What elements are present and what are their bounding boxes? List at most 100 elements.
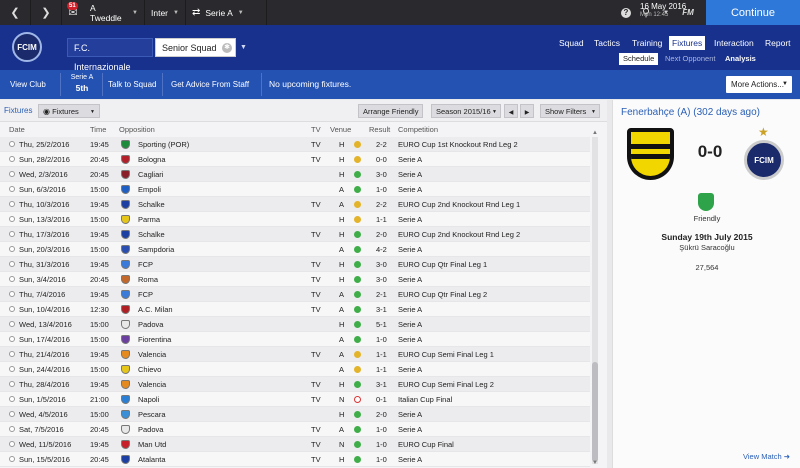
table-row[interactable]: Sun, 15/5/2016 20:45 Atalanta TV H 1-0 Serie A <box>0 452 590 467</box>
table-row[interactable]: Wed, 13/4/2016 15:00 Padova H 5-1 Serie A <box>0 317 590 332</box>
fixture-info-icon[interactable] <box>9 351 15 357</box>
competition[interactable]: EURO Cup 1st Knockout Rnd Leg 2 <box>398 140 518 149</box>
subnav-next-opponent[interactable]: Next Opponent <box>665 54 716 63</box>
table-row[interactable]: Thu, 17/3/2016 19:45 Schalke TV H 2-0 EURO Cup… <box>0 227 590 242</box>
result-score[interactable]: 1-1 <box>376 350 387 359</box>
game-menu-button[interactable]: ▼ <box>656 0 676 25</box>
table-row[interactable]: Wed, 2/3/2016 20:45 Cagliari H 3-0 Serie A <box>0 167 590 182</box>
fixture-info-icon[interactable] <box>9 171 15 177</box>
gear-icon[interactable]: ✱ <box>222 43 232 53</box>
competition[interactable]: EURO Cup Semi Final Leg 1 <box>398 350 494 359</box>
col-competition[interactable]: Competition <box>398 125 439 134</box>
table-row[interactable]: Sun, 1/5/2016 21:00 Napoli TV N 0-1 Italian Cu… <box>0 392 590 407</box>
opponent-name[interactable]: A.C. Milan <box>138 305 173 314</box>
show-filters-button[interactable]: Show Filters ▼ <box>540 104 600 118</box>
scrollbar[interactable] <box>592 137 598 464</box>
result-score[interactable]: 1-0 <box>376 185 387 194</box>
league-position[interactable]: Serie A 5th <box>70 73 94 93</box>
table-row[interactable]: Sun, 10/4/2016 12:30 A.C. Milan TV A 3-1 Serie… <box>0 302 590 317</box>
competition[interactable]: Serie A <box>398 365 423 374</box>
match-title[interactable]: Fenerbahçe (A) (302 days ago) <box>621 107 760 118</box>
nav-training[interactable]: Training <box>632 38 663 48</box>
result-score[interactable]: 3-0 <box>376 275 387 284</box>
result-score[interactable]: 4-2 <box>376 245 387 254</box>
competition[interactable]: EURO Cup 2nd Knockout Rnd Leg 2 <box>398 230 521 239</box>
result-score[interactable]: 2-2 <box>376 200 387 209</box>
competition[interactable]: Serie A <box>398 320 423 329</box>
opponent-name[interactable]: Padova <box>138 425 164 434</box>
previous-season-button[interactable]: ◀ <box>504 104 518 118</box>
view-select[interactable]: ◉ Fixtures ▼ <box>38 104 100 118</box>
fixture-info-icon[interactable] <box>9 261 15 267</box>
view-match-link[interactable]: View Match ➜ <box>743 452 790 461</box>
competition[interactable]: Serie A <box>398 245 423 254</box>
fm-menu-button[interactable]: FM <box>676 0 700 25</box>
table-row[interactable]: Sun, 13/3/2016 15:00 Parma H 1-1 Serie A <box>0 212 590 227</box>
fixture-info-icon[interactable] <box>9 216 15 222</box>
table-row[interactable]: Thu, 28/4/2016 19:45 Valencia TV H 3-1 EURO Cu… <box>0 377 590 392</box>
table-row[interactable]: Wed, 11/5/2016 19:45 Man Utd TV N 1-0 EURO Cup… <box>0 437 590 452</box>
table-row[interactable]: Sun, 20/3/2016 15:00 Sampdoria A 4-2 Serie A <box>0 242 590 257</box>
result-score[interactable]: 3-0 <box>376 170 387 179</box>
table-row[interactable]: Sun, 28/2/2016 20:45 Bologna TV H 0-0 Serie A <box>0 152 590 167</box>
opponent-name[interactable]: Cagliari <box>138 170 164 179</box>
next-season-button[interactable]: ▶ <box>520 104 534 118</box>
competition[interactable]: Italian Cup Final <box>398 395 453 404</box>
table-row[interactable]: Sat, 7/5/2016 20:45 Padova TV A 1-0 Serie A <box>0 422 590 437</box>
opponent-name[interactable]: Fiorentina <box>138 335 172 344</box>
inbox-button[interactable]: ✉ <box>62 0 84 25</box>
subnav-analysis[interactable]: Analysis <box>725 54 756 63</box>
opponent-name[interactable]: Man Utd <box>138 440 167 449</box>
col-venue[interactable]: Venue <box>330 125 352 134</box>
result-score[interactable]: 1-0 <box>376 440 387 449</box>
fixture-info-icon[interactable] <box>9 441 15 447</box>
competition[interactable]: Serie A <box>398 215 423 224</box>
fixture-info-icon[interactable] <box>9 456 15 462</box>
col-date[interactable]: Date <box>9 125 25 134</box>
league-menu[interactable]: ⇄ Serie A ▼ <box>186 0 266 25</box>
competition[interactable]: Serie A <box>398 455 423 464</box>
result-score[interactable]: 1-0 <box>376 455 387 464</box>
competition[interactable]: Serie A <box>398 425 423 434</box>
fixture-info-icon[interactable] <box>9 426 15 432</box>
talk-to-squad-button[interactable]: Talk to Squad <box>108 80 157 89</box>
col-tv[interactable]: TV <box>311 125 321 134</box>
table-row[interactable]: Wed, 4/5/2016 15:00 Pescara H 2-0 Serie A <box>0 407 590 422</box>
table-row[interactable]: Sun, 17/4/2016 15:00 Fiorentina A 1-0 Serie A <box>0 332 590 347</box>
table-row[interactable]: Sun, 3/4/2016 20:45 Roma TV H 3-0 Serie A <box>0 272 590 287</box>
col-time[interactable]: Time <box>90 125 107 134</box>
opponent-name[interactable]: Sampdoria <box>138 245 175 254</box>
opponent-name[interactable]: Pescara <box>138 410 166 419</box>
subnav-schedule[interactable]: Schedule <box>619 53 659 65</box>
competition[interactable]: EURO Cup 2nd Knockout Rnd Leg 1 <box>398 200 521 209</box>
competition[interactable]: EURO Cup Final <box>398 440 454 449</box>
nav-interaction[interactable]: Interaction <box>714 38 754 48</box>
opponent-name[interactable]: FCP <box>138 290 153 299</box>
search-button[interactable]: ⚲ <box>636 0 656 25</box>
opponent-name[interactable]: Empoli <box>138 185 161 194</box>
nav-report[interactable]: Report <box>765 38 791 48</box>
competition[interactable]: EURO Cup Semi Final Leg 2 <box>398 380 494 389</box>
table-row[interactable]: Sun, 6/3/2016 15:00 Empoli A 1-0 Serie A <box>0 182 590 197</box>
result-score[interactable]: 1-1 <box>376 365 387 374</box>
result-score[interactable]: 2-0 <box>376 410 387 419</box>
opponent-name[interactable]: Valencia <box>138 350 167 359</box>
back-button[interactable]: ❮ <box>0 0 30 25</box>
result-score[interactable]: 2-0 <box>376 230 387 239</box>
table-row[interactable]: Thu, 10/3/2016 19:45 Schalke TV A 2-2 EURO Cup… <box>0 197 590 212</box>
fixture-info-icon[interactable] <box>9 156 15 162</box>
opponent-name[interactable]: Valencia <box>138 380 167 389</box>
competition[interactable]: Serie A <box>398 335 423 344</box>
manager-menu[interactable]: A Tweddle ▼ <box>84 0 144 25</box>
get-advice-button[interactable]: Get Advice From Staff <box>171 80 250 89</box>
competition[interactable]: Serie A <box>398 275 423 284</box>
fixture-info-icon[interactable] <box>9 246 15 252</box>
scroll-down-icon[interactable]: ▼ <box>592 460 598 466</box>
chevron-down-icon[interactable]: ▼ <box>240 44 247 51</box>
competition[interactable]: EURO Cup Qtr Final Leg 2 <box>398 290 488 299</box>
competition[interactable]: Serie A <box>398 305 423 314</box>
opponent-name[interactable]: Bologna <box>138 155 166 164</box>
fixture-info-icon[interactable] <box>9 366 15 372</box>
fixture-info-icon[interactable] <box>9 306 15 312</box>
result-score[interactable]: 0-0 <box>376 155 387 164</box>
